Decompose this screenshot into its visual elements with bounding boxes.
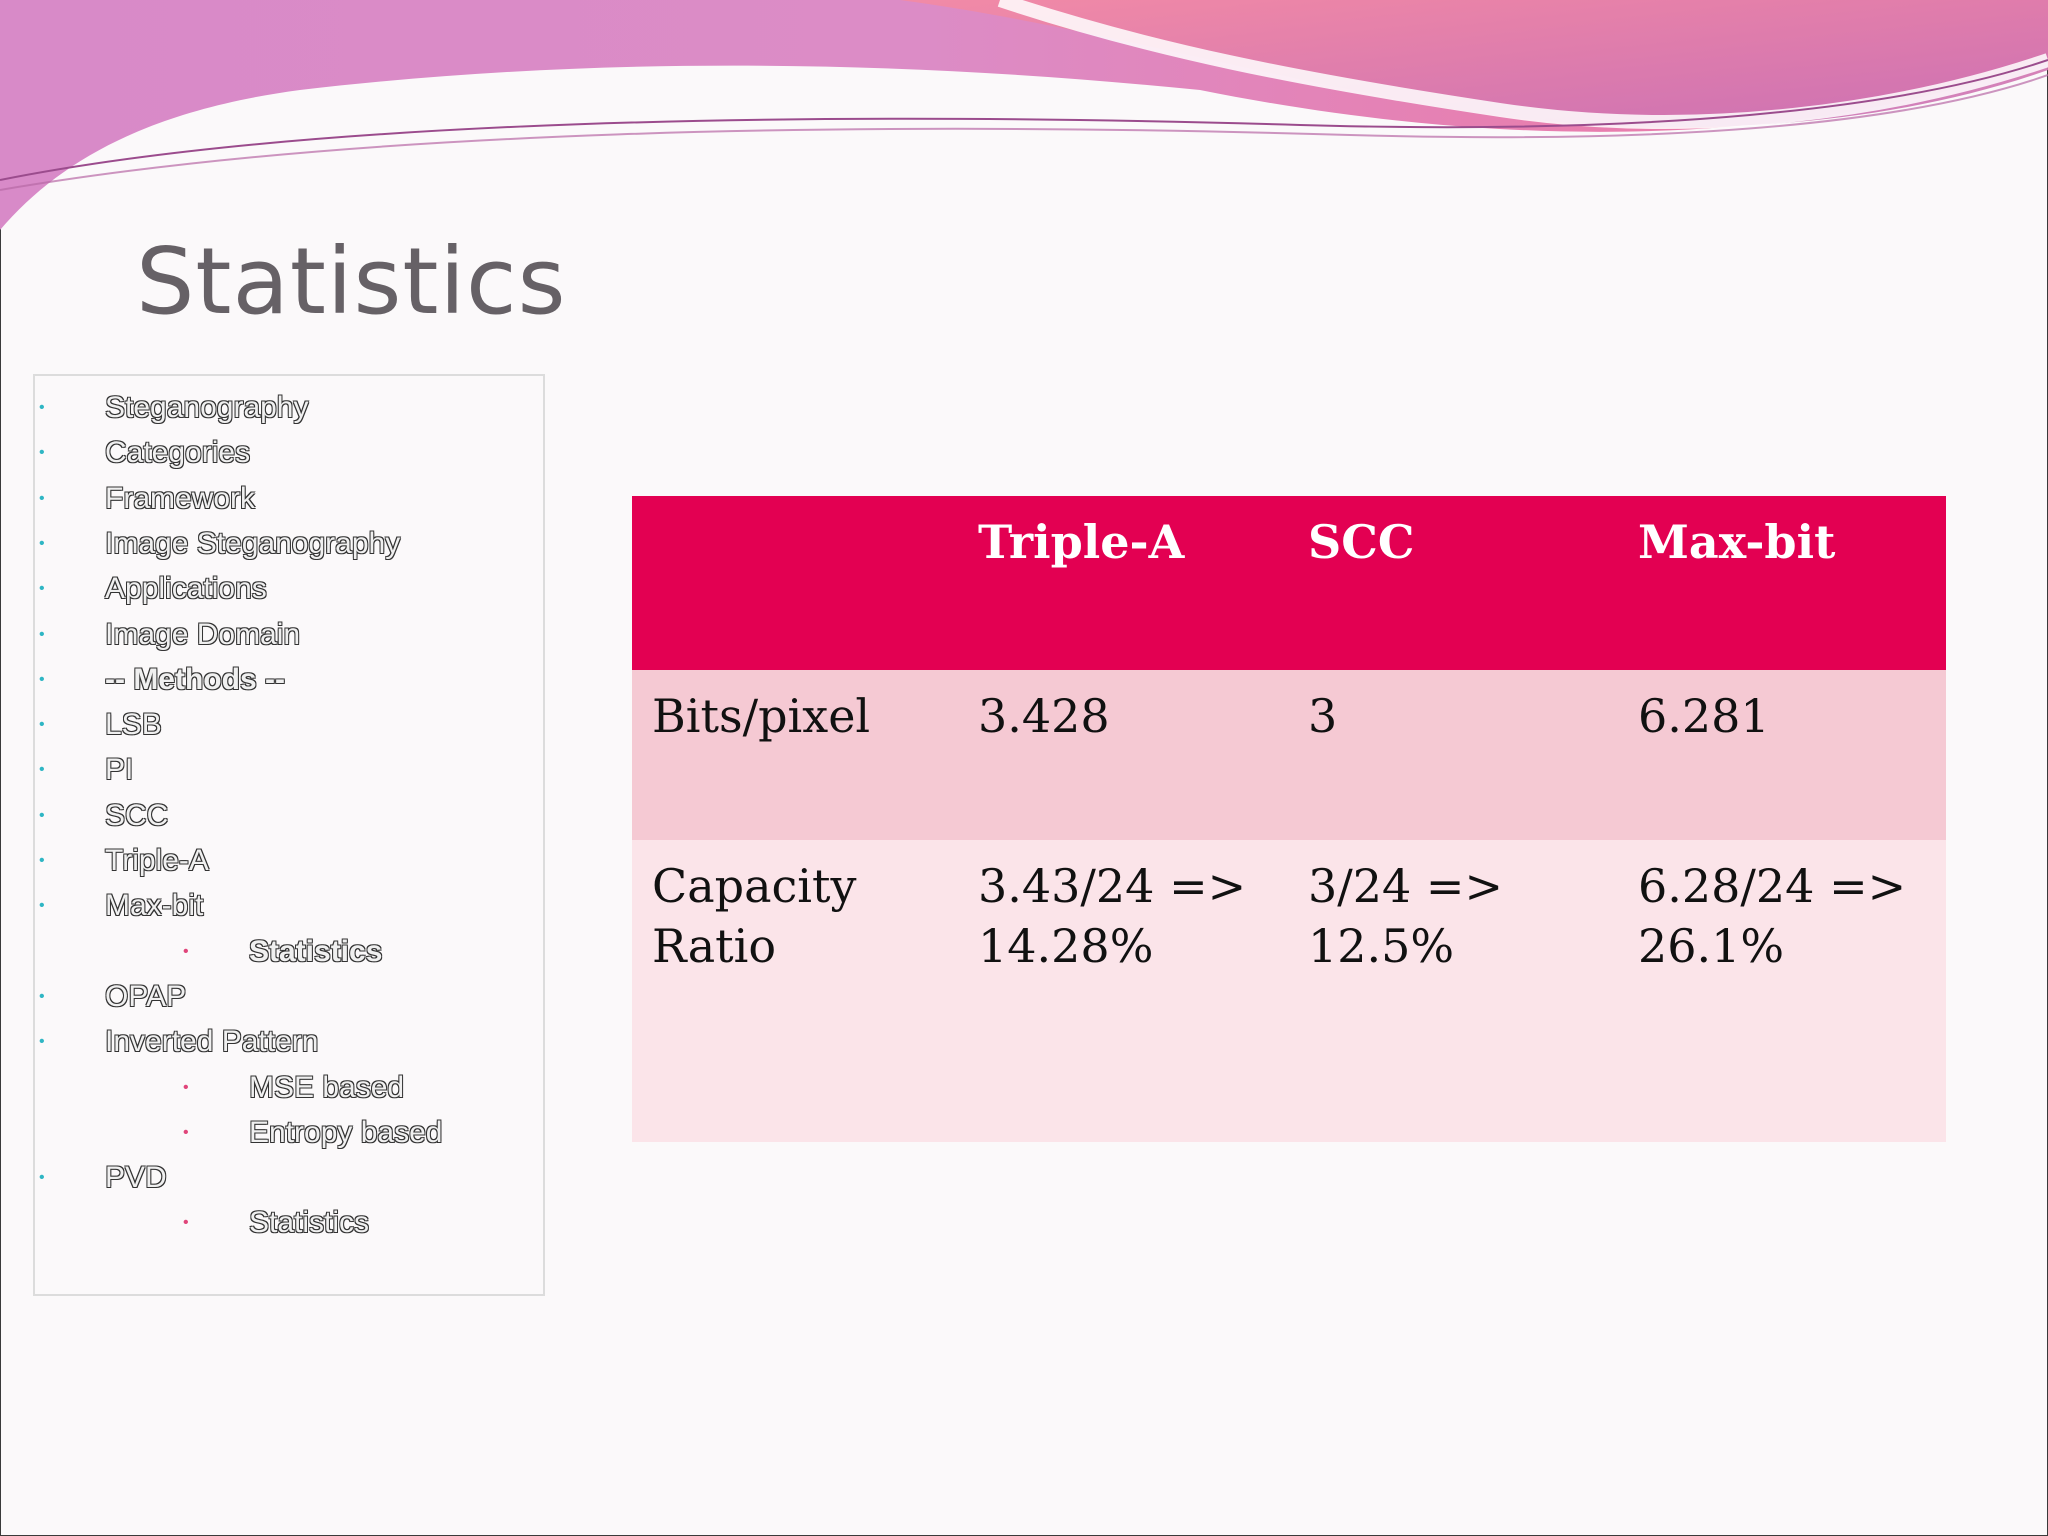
header-cell-scc: SCC (1308, 515, 1415, 569)
toc-item-label: Steganography (105, 391, 309, 424)
header-cell-max-bit: Max-bit (1638, 515, 1836, 569)
toc-item-label: Statistics (249, 934, 383, 968)
bullet-icon: • (39, 852, 45, 869)
toc-item-label: Triple-A (105, 844, 209, 877)
slide-title: Statistics (136, 228, 567, 335)
toc-item-label: SCC (105, 798, 169, 832)
bullet-icon: • (39, 987, 45, 1005)
bullet-icon: • (39, 1169, 45, 1187)
table-of-contents: • Steganography • Categories • Framework • Imag… (33, 374, 545, 1296)
table-cell: 3 (1308, 689, 1338, 743)
bullet-icon: • (39, 399, 45, 416)
toc-item-label: -- Methods -- (105, 662, 285, 696)
table-cell: 3.43/24 => 14.28% (978, 859, 1247, 973)
table-row-bits-per-pixel: Bits/pixel 3.428 3 6.281 (632, 670, 1946, 840)
bullet-icon: • (183, 942, 189, 960)
table-cell: 6.281 (1638, 689, 1770, 743)
bullet-icon: • (183, 1078, 189, 1096)
statistics-table: Triple-A SCC Max-bit Bits/pixel 3.428 3 … (632, 496, 1946, 1142)
toc-item-label: MSE based (249, 1070, 405, 1104)
table-row-capacity-ratio: Capacity Ratio 3.43/24 => 14.28% 3/24 =>… (632, 840, 1946, 1142)
table-cell: 3/24 => 12.5% (1308, 859, 1504, 973)
toc-item-label: OPAP (105, 979, 187, 1013)
row-label: Capacity Ratio (652, 859, 857, 973)
bullet-icon: • (39, 806, 45, 824)
row-label: Bits/pixel (652, 689, 871, 743)
bullet-icon: • (39, 716, 45, 734)
bullet-icon: • (39, 580, 45, 598)
bullet-icon: • (39, 625, 45, 643)
table-cell: 3.428 (978, 689, 1110, 743)
toc-item-label: Image Domain (105, 617, 301, 651)
toc-item-label: Categories (105, 436, 251, 470)
bullet-icon: • (39, 670, 45, 688)
bullet-icon: • (183, 1123, 189, 1141)
bullet-icon: • (39, 444, 45, 462)
bullet-icon: • (39, 761, 45, 779)
toc-item-label: PI (105, 753, 134, 787)
bullet-icon: • (39, 1033, 45, 1051)
table-cell: 6.28/24 => 26.1% (1638, 859, 1907, 973)
toc-item-label: Statistics (249, 1206, 370, 1240)
toc-item-label: Image Steganography (105, 526, 401, 560)
toc-item-label: Framework (105, 481, 256, 515)
toc-item-label: PVD (105, 1161, 167, 1195)
toc-item-label: Applications (105, 572, 267, 606)
bullet-icon: • (39, 489, 45, 507)
toc-item-label: LSB (105, 708, 162, 742)
toc-item-label: Inverted Pattern (105, 1025, 319, 1059)
bullet-icon: • (39, 897, 45, 915)
table-header-row: Triple-A SCC Max-bit (632, 496, 1946, 670)
toc-item-label: Max-bit (105, 889, 204, 923)
bullet-icon: • (183, 1214, 189, 1232)
bullet-icon: • (39, 534, 45, 552)
header-cell-triple-a: Triple-A (978, 515, 1185, 569)
header-wave-decoration (0, 0, 2048, 230)
toc-item-label: Entropy based (249, 1115, 443, 1149)
